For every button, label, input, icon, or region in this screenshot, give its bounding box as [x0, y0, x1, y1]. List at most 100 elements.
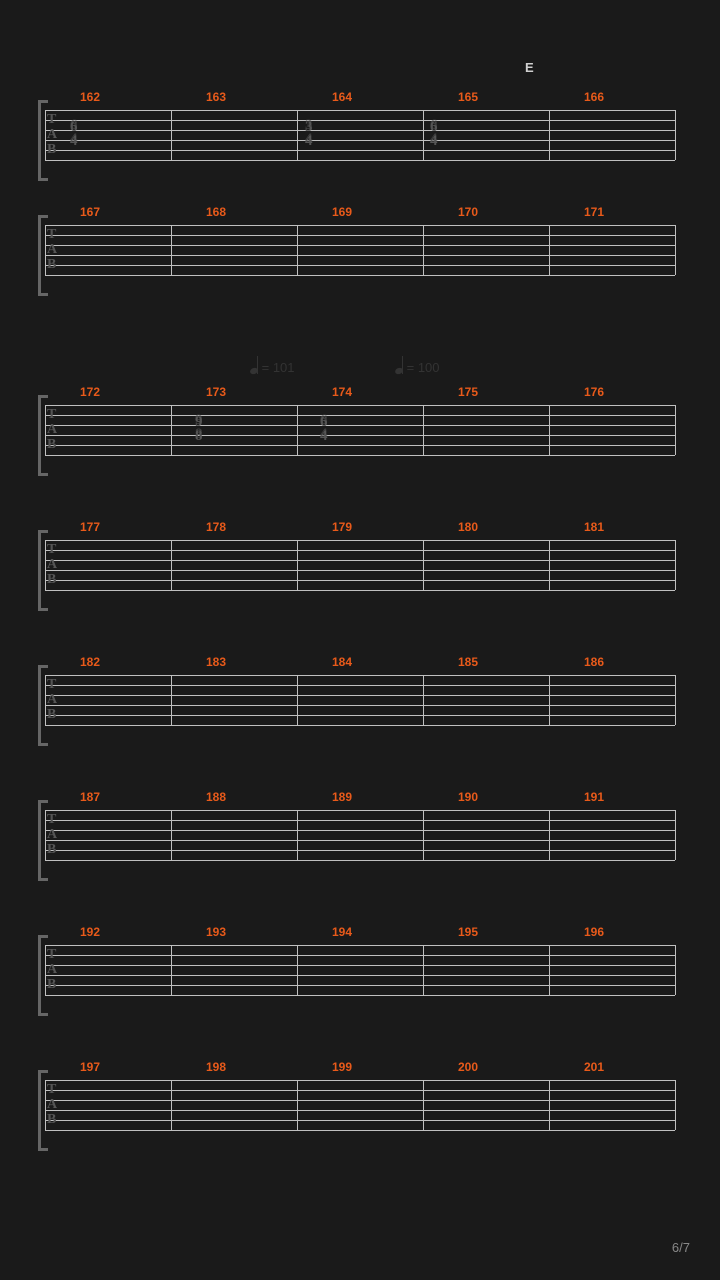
- measure-number: 197: [80, 1060, 100, 1074]
- staff-line: [45, 945, 675, 946]
- staff-line: [45, 860, 675, 861]
- tab-clef-letter: T: [47, 948, 56, 962]
- barline: [549, 675, 550, 725]
- measure-number: 174: [332, 385, 352, 399]
- tab-clef-letter: A: [47, 1098, 57, 1112]
- tab-clef-letter: A: [47, 558, 57, 572]
- measure-number: 189: [332, 790, 352, 804]
- measure-number: 192: [80, 925, 100, 939]
- time-signature-shadow: 98: [195, 413, 203, 442]
- measure-number: 200: [458, 1060, 478, 1074]
- measure-number: 176: [584, 385, 604, 399]
- tab-clef-letter: B: [47, 843, 56, 857]
- barline: [45, 225, 46, 275]
- barline: [549, 405, 550, 455]
- barline: [45, 810, 46, 860]
- barline: [297, 405, 298, 455]
- staff-line: [45, 425, 675, 426]
- barline: [171, 540, 172, 590]
- measure-number: 177: [80, 520, 100, 534]
- measure-number: 166: [584, 90, 604, 104]
- time-signature-shadow: 34: [305, 118, 313, 147]
- tab-clef-letter: A: [47, 963, 57, 977]
- staff-line: [45, 245, 675, 246]
- barline: [675, 110, 676, 160]
- staff-line: [45, 110, 675, 111]
- barline: [297, 675, 298, 725]
- staff-line: [45, 550, 675, 551]
- measure-number: 163: [206, 90, 226, 104]
- measure-number: 178: [206, 520, 226, 534]
- barline: [297, 810, 298, 860]
- measure-number: 179: [332, 520, 352, 534]
- tab-clef-letter: B: [47, 143, 56, 157]
- measure-number: 199: [332, 1060, 352, 1074]
- staff-line: [45, 1130, 675, 1131]
- measure-number: 167: [80, 205, 100, 219]
- measure-number: 183: [206, 655, 226, 669]
- measure-number: 170: [458, 205, 478, 219]
- barline: [675, 675, 676, 725]
- staff-line: [45, 540, 675, 541]
- measure-number: 171: [584, 205, 604, 219]
- staff-line: [45, 150, 675, 151]
- staff-line: [45, 275, 675, 276]
- barline: [171, 405, 172, 455]
- measure-number: 184: [332, 655, 352, 669]
- measure-number: 193: [206, 925, 226, 939]
- tab-clef-letter: B: [47, 438, 56, 452]
- barline: [549, 1080, 550, 1130]
- measure-number: 172: [80, 385, 100, 399]
- tab-clef-letter: T: [47, 228, 56, 242]
- tab-clef-letter: T: [47, 543, 56, 557]
- staff-line: [45, 1110, 675, 1111]
- staff-line: [45, 715, 675, 716]
- barline: [45, 405, 46, 455]
- staff-line: [45, 225, 675, 226]
- barline: [45, 540, 46, 590]
- measure-number: 185: [458, 655, 478, 669]
- staff-line: [45, 955, 675, 956]
- tempo-marking: = 101: [250, 356, 295, 375]
- barline: [675, 1080, 676, 1130]
- staff-line: [45, 570, 675, 571]
- tab-staff: [45, 1080, 675, 1130]
- measure-number: 181: [584, 520, 604, 534]
- tab-clef-letter: A: [47, 128, 57, 142]
- staff-line: [45, 1120, 675, 1121]
- staff-line: [45, 405, 675, 406]
- barline: [171, 110, 172, 160]
- staff-line: [45, 580, 675, 581]
- tab-staff: [45, 225, 675, 275]
- barline: [423, 810, 424, 860]
- staff-line: [45, 965, 675, 966]
- staff-line: [45, 725, 675, 726]
- tab-clef-letter: A: [47, 243, 57, 257]
- staff-line: [45, 850, 675, 851]
- barline: [297, 110, 298, 160]
- barline: [549, 225, 550, 275]
- measure-number: 187: [80, 790, 100, 804]
- barline: [297, 540, 298, 590]
- staff-line: [45, 560, 675, 561]
- barline: [297, 945, 298, 995]
- barline: [423, 405, 424, 455]
- staff-line: [45, 415, 675, 416]
- tab-clef-letter: T: [47, 113, 56, 127]
- barline: [423, 110, 424, 160]
- barline: [675, 225, 676, 275]
- staff-line: [45, 160, 675, 161]
- barline: [45, 675, 46, 725]
- time-signature-shadow: 64: [430, 118, 438, 147]
- measure-number: 164: [332, 90, 352, 104]
- barline: [45, 110, 46, 160]
- measure-number: 194: [332, 925, 352, 939]
- staff-line: [45, 985, 675, 986]
- tab-clef-letter: B: [47, 258, 56, 272]
- barline: [423, 675, 424, 725]
- measure-number: 180: [458, 520, 478, 534]
- barline: [171, 810, 172, 860]
- staff-line: [45, 1080, 675, 1081]
- staff-line: [45, 140, 675, 141]
- staff-line: [45, 975, 675, 976]
